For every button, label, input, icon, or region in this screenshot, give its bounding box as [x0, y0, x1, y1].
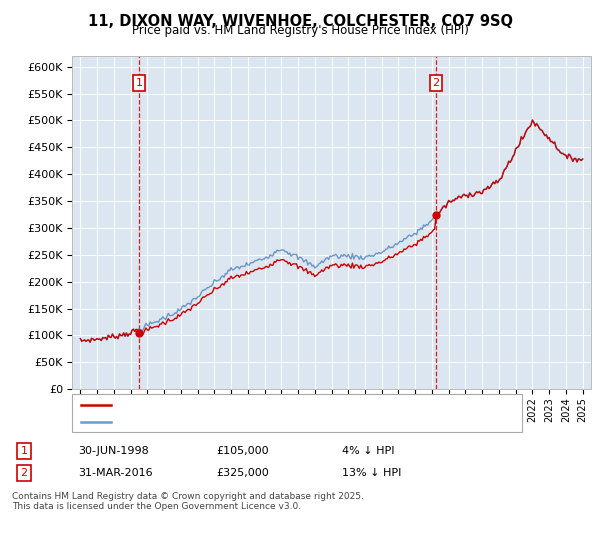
- Text: 31-MAR-2016: 31-MAR-2016: [78, 468, 152, 478]
- Text: 13% ↓ HPI: 13% ↓ HPI: [342, 468, 401, 478]
- Text: 11, DIXON WAY, WIVENHOE, COLCHESTER, CO7 9SQ (detached house): 11, DIXON WAY, WIVENHOE, COLCHESTER, CO7…: [117, 400, 484, 410]
- Text: This data is licensed under the Open Government Licence v3.0.: This data is licensed under the Open Gov…: [12, 502, 301, 511]
- Text: 2: 2: [20, 468, 28, 478]
- Text: HPI: Average price, detached house, Colchester: HPI: Average price, detached house, Colc…: [117, 417, 366, 427]
- Text: £105,000: £105,000: [216, 446, 269, 456]
- Text: Contains HM Land Registry data © Crown copyright and database right 2025.: Contains HM Land Registry data © Crown c…: [12, 492, 364, 501]
- Text: 4% ↓ HPI: 4% ↓ HPI: [342, 446, 395, 456]
- Text: 30-JUN-1998: 30-JUN-1998: [78, 446, 149, 456]
- Text: £325,000: £325,000: [216, 468, 269, 478]
- Text: 1: 1: [136, 78, 142, 88]
- Text: Price paid vs. HM Land Registry's House Price Index (HPI): Price paid vs. HM Land Registry's House …: [131, 24, 469, 37]
- Text: 2: 2: [433, 78, 440, 88]
- Text: 1: 1: [20, 446, 28, 456]
- Text: 11, DIXON WAY, WIVENHOE, COLCHESTER, CO7 9SQ: 11, DIXON WAY, WIVENHOE, COLCHESTER, CO7…: [88, 14, 512, 29]
